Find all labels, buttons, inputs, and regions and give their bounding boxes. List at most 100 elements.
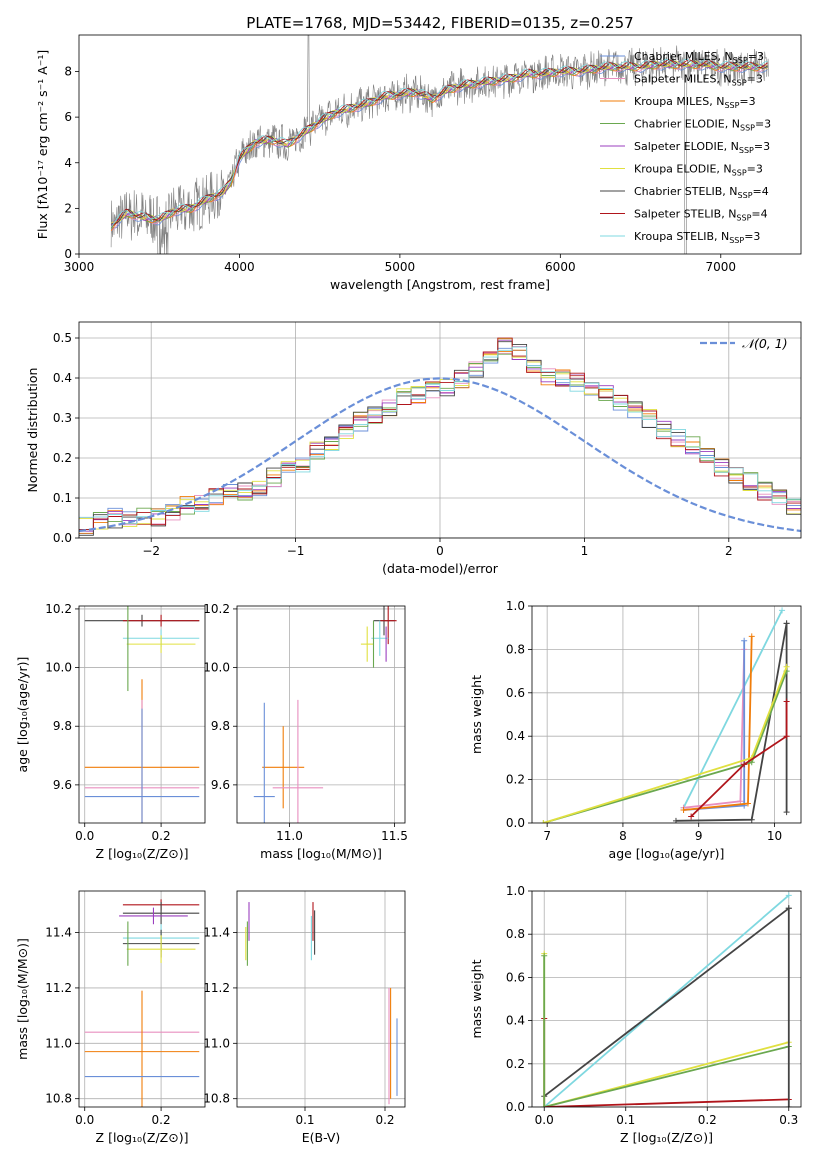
- weight-marker: [748, 816, 755, 823]
- axes-frame: [236, 890, 406, 1108]
- weight-series-line-1: [543, 907, 790, 1097]
- y-axis-label: mass weight: [469, 959, 484, 1038]
- x-tick-label: 10: [767, 829, 782, 843]
- y-tick-label: 0: [64, 247, 72, 261]
- weight-series-line-8: [690, 701, 788, 818]
- plot-area-3: [237, 606, 405, 823]
- y-tick-label: 0.8: [506, 642, 525, 656]
- legend-label-6: Chabrier STELIB, NSSP=4: [634, 185, 769, 200]
- y-tick-label: 9.6: [53, 778, 72, 792]
- x-axis-label: mass [log₁₀(M/M⊙)]: [260, 846, 382, 861]
- x-tick-label: 0.2: [152, 829, 171, 843]
- axes-frame: [78, 34, 802, 255]
- x-tick-label: 0: [436, 544, 444, 558]
- weight-series-line-4: [544, 1098, 789, 1107]
- weight-marker: [785, 892, 792, 899]
- x-tick-label: 0.0: [75, 829, 94, 843]
- weight-series-line-3: [683, 649, 746, 809]
- y-tick-label: 0.4: [506, 1014, 525, 1028]
- y-axis-label: age [log₁₀(age/yr)]: [15, 657, 30, 773]
- y-axis-label: Flux [fλ10⁻¹⁷ erg cm⁻² s⁻¹ A⁻¹]: [35, 50, 50, 239]
- y-tick-label: 11.0: [203, 1036, 230, 1050]
- plot-area-1: [79, 322, 801, 538]
- y-tick-label: 10.2: [45, 602, 72, 616]
- weight-marker: [741, 761, 748, 768]
- weight-marker: [744, 800, 751, 807]
- y-tick-label: 0.2: [53, 451, 72, 465]
- chart-title: PLATE=1768, MJD=53442, FIBERID=0135, z=0…: [246, 14, 633, 32]
- x-tick-label: 0.2: [375, 1113, 394, 1127]
- y-tick-label: 10.0: [203, 661, 230, 675]
- y-tick-label: 0.0: [506, 816, 525, 830]
- x-tick-label: 5000: [385, 260, 416, 274]
- axes-frame: [531, 890, 802, 1108]
- x-tick-label: 11.0: [276, 829, 303, 843]
- weight-marker: [741, 637, 748, 644]
- x-tick-label: 1: [581, 544, 589, 558]
- weight-series-line-4: [683, 640, 746, 811]
- y-tick-label: 1.0: [506, 884, 525, 898]
- x-tick-label: 3000: [64, 260, 95, 274]
- legend-label-1: Salpeter MILES, NSSP=3: [634, 73, 763, 88]
- y-axis-label: mass weight: [469, 675, 484, 754]
- y-tick-label: 9.8: [53, 719, 72, 733]
- legend-label-3: Chabrier ELODIE, NSSP=3: [634, 118, 771, 133]
- y-tick-label: 0.2: [506, 773, 525, 787]
- weight-marker: [541, 1104, 548, 1107]
- y-tick-label: 9.6: [211, 778, 230, 792]
- weight-marker: [783, 620, 790, 627]
- legend-label-8: Kroupa STELIB, NSSP=3: [634, 230, 760, 245]
- x-tick-label: 0.1: [295, 1113, 314, 1127]
- weight-marker: [680, 806, 687, 813]
- y-tick-label: 10.0: [45, 661, 72, 675]
- plot-area-0: [110, 35, 769, 254]
- x-tick-label: 9: [695, 829, 703, 843]
- x-tick-label: −1: [287, 544, 305, 558]
- weight-marker: [540, 820, 547, 823]
- y-tick-label: 9.8: [211, 719, 230, 733]
- x-tick-label: 8: [619, 829, 627, 843]
- y-tick-label: 0.0: [506, 1100, 525, 1114]
- legend-label-5: Kroupa ELODIE, NSSP=3: [634, 163, 763, 178]
- x-axis-label: wavelength [Angstrom, rest frame]: [330, 277, 550, 292]
- y-tick-label: 10.8: [45, 1092, 72, 1106]
- legend-label-7: Salpeter STELIB, NSSP=4: [634, 208, 768, 223]
- axes-frame: [78, 605, 206, 824]
- weight-marker: [737, 798, 744, 805]
- histogram-series-8: [79, 346, 801, 525]
- x-axis-label: Z [log₁₀(Z/Z⊙)]: [96, 846, 189, 861]
- plot-area-6: [237, 891, 405, 1107]
- x-tick-label: −2: [142, 544, 160, 558]
- x-axis-label: E(B-V): [302, 1130, 341, 1145]
- y-tick-label: 1.0: [506, 599, 525, 613]
- y-tick-label: 6: [64, 110, 72, 124]
- x-axis-label: Z [log₁₀(Z/Z⊙)]: [620, 1130, 713, 1145]
- y-tick-label: 0.4: [53, 371, 72, 385]
- x-tick-label: 0.1: [616, 1113, 635, 1127]
- y-tick-label: 0.6: [506, 686, 525, 700]
- weight-marker: [748, 633, 755, 640]
- plot-area-7: [532, 891, 801, 1107]
- x-tick-label: 4000: [224, 260, 255, 274]
- y-tick-label: 4: [64, 156, 72, 170]
- y-tick-label: 11.0: [45, 1036, 72, 1050]
- x-tick-label: 2: [725, 544, 733, 558]
- y-tick-label: 11.4: [203, 926, 230, 940]
- x-tick-label: 11.5: [381, 829, 408, 843]
- legend-label-4: Salpeter ELODIE, NSSP=3: [634, 140, 770, 155]
- x-tick-label: 0.0: [535, 1113, 554, 1127]
- weight-marker: [785, 905, 792, 912]
- weight-marker: [783, 733, 790, 740]
- y-tick-label: 0.4: [506, 729, 525, 743]
- axes-frame: [236, 605, 406, 824]
- x-axis-label: Z [log₁₀(Z/Z⊙)]: [96, 1130, 189, 1145]
- y-tick-label: 0.5: [53, 331, 72, 345]
- x-tick-label: 6000: [545, 260, 576, 274]
- y-tick-label: 0.1: [53, 491, 72, 505]
- y-tick-label: 8: [64, 65, 72, 79]
- model-spectrum-line-7: [110, 59, 768, 227]
- x-axis-label: age [log₁₀(age/yr)]: [609, 846, 725, 861]
- y-tick-label: 10.8: [203, 1092, 230, 1106]
- x-tick-label: 7: [543, 829, 551, 843]
- y-tick-label: 0.8: [506, 927, 525, 941]
